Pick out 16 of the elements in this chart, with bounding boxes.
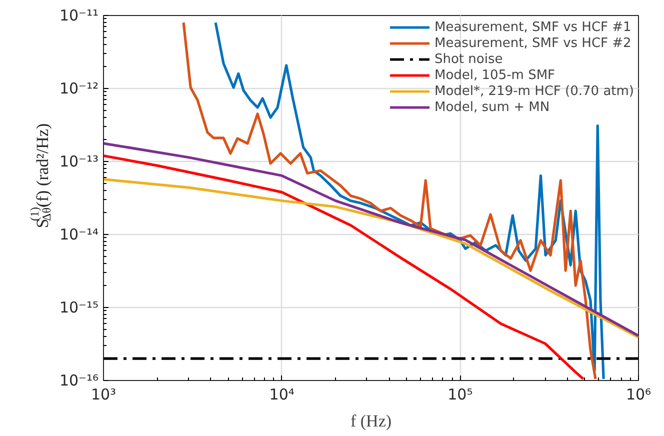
- x-tick-label: 10⁵: [448, 386, 473, 404]
- legend-label: Model, 105-m SMF: [434, 67, 556, 83]
- y-tick-label: 10⁻¹³: [59, 152, 98, 170]
- x-tick-label: 10⁶: [626, 386, 652, 404]
- legend-label: Model, sum + MN: [434, 99, 550, 115]
- legend-label: Model*, 219-m HCF (0.70 atm): [434, 83, 634, 99]
- y-tick-label: 10⁻¹⁵: [59, 298, 98, 316]
- x-tick-label: 10⁴: [269, 386, 294, 404]
- y-tick-label: 10⁻¹⁴: [59, 226, 98, 244]
- x-axis-title: f (Hz): [350, 412, 392, 430]
- legend-label: Shot noise: [434, 51, 503, 67]
- y-tick-label: 10⁻¹²: [59, 80, 98, 98]
- y-tick-label: 10⁻¹¹: [59, 6, 98, 24]
- y-axis-title: S(1)Δθ'(f) (rad²/Hz): [28, 123, 54, 228]
- legend-label: Measurement, SMF vs HCF #2: [434, 35, 632, 51]
- legend-label: Measurement, SMF vs HCF #1: [434, 19, 632, 35]
